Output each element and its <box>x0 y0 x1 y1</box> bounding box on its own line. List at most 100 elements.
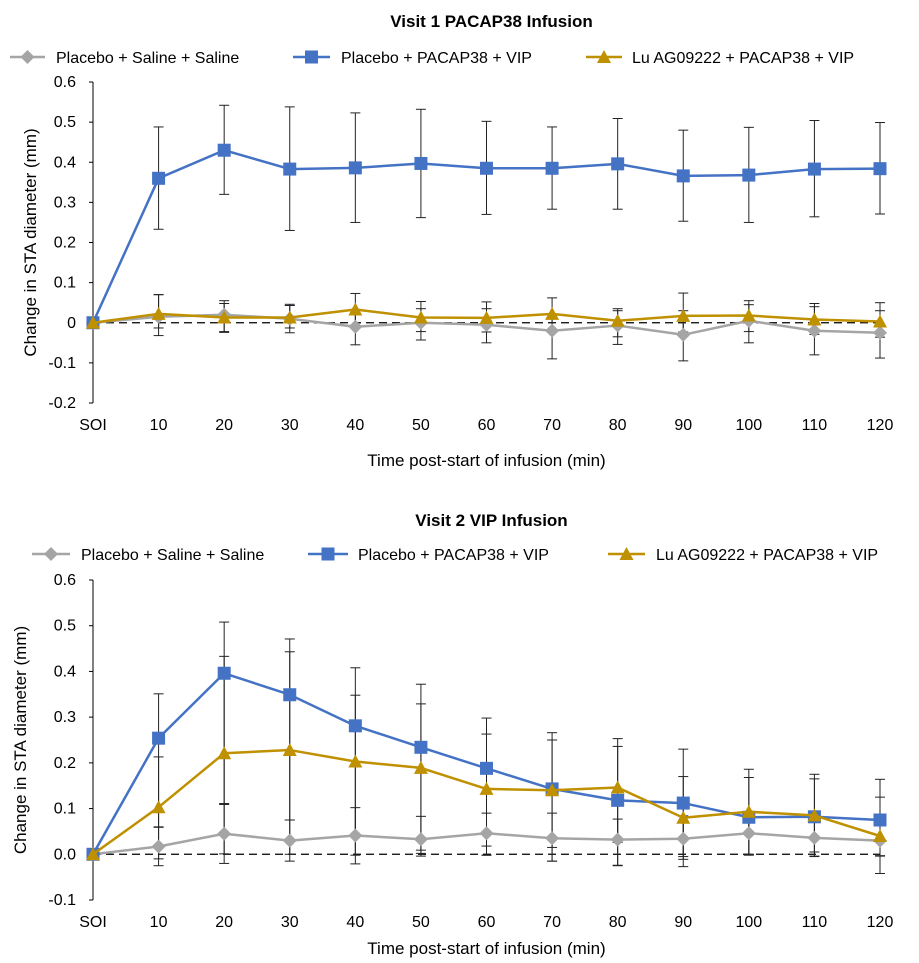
data-point <box>349 161 362 174</box>
legend-label: Placebo + PACAP38 + VIP <box>341 50 532 67</box>
data-point <box>480 162 493 175</box>
data-point <box>218 667 231 680</box>
data-point <box>611 833 625 847</box>
y-tick-label: -0.2 <box>48 395 76 412</box>
data-point <box>808 163 821 176</box>
y-tick-label: 0.1 <box>54 801 76 818</box>
y-tick-label: 0.4 <box>54 154 76 171</box>
chart-title: Visit 2 VIP Infusion <box>415 511 567 530</box>
legend-label: Placebo + PACAP38 + VIP <box>358 547 549 564</box>
y-axis-label: Change in STA diameter (mm) <box>11 626 30 854</box>
y-tick-label: 0.5 <box>54 114 76 131</box>
x-tick-label: 90 <box>674 417 692 434</box>
x-tick-label: 30 <box>281 914 299 931</box>
data-point <box>283 163 296 176</box>
data-point <box>152 840 166 854</box>
data-point <box>348 320 362 334</box>
legend-entry: Placebo + Saline + Saline <box>32 547 264 564</box>
legend-entry: Lu AG09222 + PACAP38 + VIP <box>608 547 878 564</box>
x-tick-label: 50 <box>412 914 430 931</box>
x-tick-label: 20 <box>215 417 233 434</box>
x-tick-label: 40 <box>346 914 364 931</box>
data-point <box>414 832 428 846</box>
chart-1: Visit 1 PACAP38 Infusion Placebo + Saline… <box>10 12 893 470</box>
x-tick-label: 100 <box>735 914 762 931</box>
data-point <box>283 834 297 848</box>
legend-entry: Placebo + Saline + Saline <box>10 50 239 67</box>
data-point <box>676 832 690 846</box>
data-point <box>742 826 756 840</box>
chart-title: Visit 1 PACAP38 Infusion <box>390 12 592 31</box>
legend-marker <box>21 50 35 64</box>
x-tick-label: 100 <box>735 417 762 434</box>
error-bars <box>154 652 885 859</box>
y-tick-label: 0.6 <box>54 74 76 91</box>
x-axis-label: Time post-start of infusion (min) <box>367 939 605 958</box>
data-point <box>217 827 231 841</box>
legend-entry: Placebo + PACAP38 + VIP <box>308 547 549 564</box>
x-tick-label: 20 <box>215 914 233 931</box>
x-axis-label: Time post-start of infusion (min) <box>367 451 605 470</box>
y-tick-label: -0.1 <box>48 355 76 372</box>
data-point <box>414 157 427 170</box>
data-point <box>349 719 362 732</box>
x-tick-label: 60 <box>478 914 496 931</box>
y-tick-label: -0.1 <box>48 892 76 909</box>
data-point <box>742 169 755 182</box>
data-point <box>874 814 887 827</box>
data-point <box>807 324 821 338</box>
data-point <box>874 162 887 175</box>
x-tick-label: 90 <box>674 914 692 931</box>
data-point <box>677 797 690 810</box>
legend-entry: Lu AG09222 + PACAP38 + VIP <box>586 50 854 67</box>
legend-label: Lu AG09222 + PACAP38 + VIP <box>632 50 854 67</box>
x-tick-label: 80 <box>609 914 627 931</box>
x-tick-label: 50 <box>412 417 430 434</box>
data-point <box>546 162 559 175</box>
data-point <box>611 794 624 807</box>
legend-label: Lu AG09222 + PACAP38 + VIP <box>656 547 878 564</box>
x-tick-label: 10 <box>150 417 168 434</box>
data-point <box>545 324 559 338</box>
x-tick-label: SOI <box>79 417 107 434</box>
y-tick-label: 0.0 <box>54 846 76 863</box>
y-tick-label: 0.2 <box>54 235 76 252</box>
x-tick-label: 70 <box>543 914 561 931</box>
x-tick-label: SOI <box>79 914 107 931</box>
x-tick-label: 60 <box>478 417 496 434</box>
data-point <box>807 831 821 845</box>
y-tick-label: 0.2 <box>54 755 76 772</box>
x-tick-label: 30 <box>281 417 299 434</box>
x-tick-label: 110 <box>802 417 828 434</box>
legend-label: Placebo + Saline + Saline <box>56 50 239 67</box>
data-point <box>283 688 296 701</box>
y-tick-label: 0.3 <box>54 709 76 726</box>
legend-entry: Placebo + PACAP38 + VIP <box>293 50 532 67</box>
y-tick-label: 0.4 <box>54 663 76 680</box>
data-point <box>545 831 559 845</box>
data-point <box>676 328 690 342</box>
y-tick-label: 0.5 <box>54 618 76 635</box>
data-point <box>611 157 624 170</box>
data-point <box>348 829 362 843</box>
data-point <box>677 169 690 182</box>
data-point <box>218 144 231 157</box>
y-tick-label: 0.6 <box>54 572 76 589</box>
data-point <box>414 741 427 754</box>
y-tick-label: 0.1 <box>54 275 76 292</box>
data-point <box>480 762 493 775</box>
x-tick-label: 70 <box>543 417 561 434</box>
legend-marker <box>44 547 58 561</box>
y-axis-label: Change in STA diameter (mm) <box>21 128 40 356</box>
legend-marker <box>322 548 335 561</box>
x-tick-label: 40 <box>346 417 364 434</box>
data-point <box>152 172 165 185</box>
x-tick-label: 120 <box>867 914 894 931</box>
error-bars <box>154 622 885 867</box>
x-tick-label: 10 <box>150 914 168 931</box>
data-point <box>480 826 494 840</box>
y-tick-label: 0.3 <box>54 194 76 211</box>
x-tick-label: 110 <box>802 914 828 931</box>
legend-label: Placebo + Saline + Saline <box>81 547 264 564</box>
